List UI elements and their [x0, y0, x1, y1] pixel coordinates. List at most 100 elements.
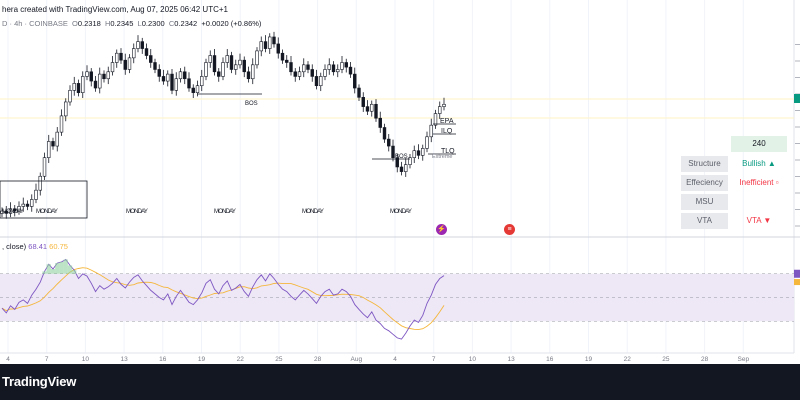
candle-up — [127, 57, 132, 70]
candle-down — [310, 69, 314, 77]
candle-up — [425, 136, 429, 149]
price-axis-tick — [795, 209, 800, 210]
symbol-legend[interactable]: D · 4h · COINBASE O0.2318 H0.2345 L0.230… — [2, 19, 261, 28]
candle-up — [38, 175, 42, 191]
candle-up — [225, 55, 229, 63]
ohlc-high-label: H — [105, 19, 111, 28]
candle-down — [140, 41, 144, 49]
time-axis-label: 28 — [314, 356, 322, 363]
candle-up — [421, 148, 425, 156]
candle-up — [302, 64, 306, 73]
efficiency-label: Effeciency — [681, 175, 728, 191]
rsi-legend[interactable]: , close) 68.41 60.75 — [2, 242, 68, 251]
time-axis-label: 22 — [237, 356, 245, 363]
rsi-legend-label: , close) — [2, 242, 27, 251]
rsi-pane — [0, 258, 800, 340]
epa-label: EPA — [440, 118, 454, 125]
candle-down — [217, 71, 221, 77]
price-axis-tick — [795, 192, 800, 194]
candle-down — [102, 73, 106, 80]
timeframe-badge: 240 — [731, 136, 787, 152]
rsi-overbought-fill — [63, 259, 68, 274]
candle-down — [4, 210, 8, 214]
us-flag-event-icon[interactable]: ≡ — [504, 224, 515, 235]
candle-down — [183, 71, 187, 80]
candle-up — [370, 103, 374, 112]
rsi-overbought-fill — [42, 271, 47, 274]
rsi-overbought-fill — [46, 264, 51, 274]
candle-up — [429, 124, 433, 138]
symbol-info[interactable]: D · 4h · COINBASE — [2, 19, 68, 28]
candle-down — [187, 78, 191, 89]
rsi-ma-axis-tag — [794, 279, 800, 286]
candle-up — [268, 36, 272, 49]
candle-up — [221, 62, 225, 77]
candle-up — [59, 115, 64, 133]
candle-down — [344, 62, 348, 68]
lightning-event-icon[interactable]: ⚡ — [436, 224, 447, 235]
candle-up — [195, 85, 200, 93]
candle-down — [76, 83, 81, 93]
rsi-overbought-fill — [59, 261, 64, 274]
time-axis-label: 13 — [507, 356, 515, 363]
rsi-ma-line — [1, 267, 445, 331]
candle-up — [297, 71, 302, 77]
candle-down — [263, 41, 268, 49]
ohlc-low-label: L — [137, 19, 142, 28]
candle-up — [115, 52, 119, 63]
time-axis-label: 16 — [159, 356, 167, 363]
candle-up — [72, 83, 76, 91]
candle-down — [123, 59, 127, 70]
day-marker: MONDAY — [2, 209, 24, 215]
candle-down — [51, 141, 55, 147]
candle-down — [25, 203, 30, 207]
ohlc-close: 0.2342 — [174, 19, 198, 28]
candle-up — [8, 208, 13, 214]
price-axis-tick — [795, 159, 800, 161]
candle-up — [106, 71, 110, 80]
time-axis-label: 7 — [432, 356, 436, 363]
time-axis-label: 16 — [546, 356, 554, 363]
rsi-value: 68.41 — [28, 242, 48, 251]
candle-up — [64, 101, 68, 117]
ilq-label: ILQ — [441, 128, 453, 135]
candle-up — [408, 157, 412, 165]
candle-up — [259, 41, 263, 52]
efficiency-value: Inefficient ▫ — [739, 178, 779, 187]
time-axis-label: 4 — [6, 356, 10, 363]
candle-down — [361, 97, 365, 107]
tradingview-logo[interactable]: TradingView — [2, 374, 77, 389]
ohlc-change: +0.0020 (+0.86%) — [201, 19, 262, 28]
price-axis-tick — [795, 110, 800, 111]
candle-down — [306, 64, 310, 70]
rsi-ma-value: 60.75 — [49, 242, 68, 251]
time-axis-label: 10 — [469, 356, 477, 363]
candle-down — [353, 73, 357, 89]
time-axis: 4 7 10 13 16 19 22 25 28 Aug 4 7 10 13 16 19 22 25 28 Sep — [0, 352, 794, 363]
candle-down — [93, 80, 98, 89]
candle-up — [251, 64, 255, 80]
candle-down — [374, 103, 378, 119]
candle-down — [391, 145, 395, 158]
candle-down — [293, 71, 297, 77]
candle-down — [191, 87, 195, 93]
candle-down — [276, 43, 280, 54]
candle-up — [85, 71, 89, 77]
candle-up — [21, 203, 25, 207]
candle-up — [412, 150, 416, 158]
tlq-label: TLQ — [441, 148, 455, 155]
candle-up — [234, 64, 238, 70]
candle-up — [166, 73, 170, 82]
candle-down — [314, 76, 319, 87]
time-axis-label: 19 — [585, 356, 593, 363]
candle-down — [399, 166, 404, 172]
candle-up — [132, 48, 136, 59]
candle-down — [416, 150, 421, 156]
candle-up — [238, 59, 242, 66]
candle-up — [200, 76, 204, 87]
msu-label: MSU — [681, 194, 728, 210]
candle-down — [119, 52, 123, 61]
candle-down — [272, 36, 276, 45]
